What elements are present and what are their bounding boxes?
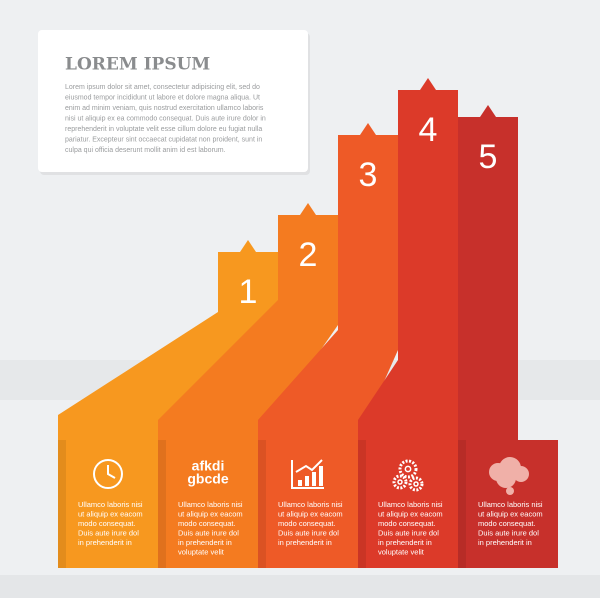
column-number: 1 xyxy=(239,273,258,311)
column-text: voluptate velit xyxy=(178,547,225,556)
body-line: nisi ut aliquip ex ea commodo consequat.… xyxy=(65,115,266,122)
arrow-tip xyxy=(240,240,256,252)
column-text: ut aliquip ex eacom xyxy=(478,509,543,518)
column-number: 4 xyxy=(419,111,438,149)
column-text: Duis aute irure dol xyxy=(178,528,239,537)
column-number: 3 xyxy=(359,156,378,194)
icon-letters: gbcde xyxy=(187,471,228,487)
cloud-small xyxy=(506,487,514,495)
arrow-tip xyxy=(420,78,436,90)
column-text: Duis aute irure dol xyxy=(278,528,339,537)
body-line: eiusmod tempor incididunt ut labore et d… xyxy=(65,94,260,101)
cloud xyxy=(496,468,516,488)
column-text: modo consequat. xyxy=(178,519,236,528)
column-band xyxy=(158,215,338,568)
column-text: ut aliquip ex eacom xyxy=(78,509,143,518)
column-text: Ullamco laboris nisi xyxy=(478,500,543,509)
gear xyxy=(398,459,418,479)
column-text: Ullamco laboris nisi xyxy=(378,500,443,509)
cloud xyxy=(513,466,529,482)
column-text: in prehenderit in xyxy=(78,538,132,547)
column-text: modo consequat. xyxy=(378,519,436,528)
body-line: reprehenderit in voluptate velit esse ci… xyxy=(65,126,262,133)
body-line: Lorem ipsum dolor sit amet, consectetur … xyxy=(65,84,260,91)
column-text: modo consequat. xyxy=(478,519,536,528)
body-line: culpa qui officia deserunt mollit anim i… xyxy=(65,147,226,154)
arrow-tip xyxy=(480,105,496,117)
icon xyxy=(392,459,424,492)
text-card xyxy=(38,30,308,172)
title: LOREM IPSUM xyxy=(65,55,210,75)
column-band xyxy=(358,90,458,568)
panel-shade xyxy=(58,440,66,568)
clock-icon xyxy=(93,459,123,489)
icon-letters: afkdi xyxy=(192,458,225,474)
chart-arrow xyxy=(295,459,323,473)
column-text: modo consequat. xyxy=(78,519,136,528)
column-text: in prehenderit in xyxy=(278,538,332,547)
arrow-tip xyxy=(300,203,316,215)
column-number: 5 xyxy=(479,138,498,176)
chart-bar xyxy=(312,472,316,486)
icon xyxy=(93,459,123,489)
column-text: in prehenderit in xyxy=(178,538,232,547)
column-text: Ullamco laboris nisi xyxy=(278,500,343,509)
icon xyxy=(489,457,529,495)
panel-shade xyxy=(258,440,266,568)
column-number: 2 xyxy=(299,236,318,274)
gear-hole xyxy=(413,481,419,487)
column-text: ut aliquip ex eacom xyxy=(178,509,243,518)
icon xyxy=(291,459,324,489)
column-text: voluptate velit xyxy=(378,547,425,556)
gear-hole xyxy=(404,465,412,473)
panel-shade xyxy=(358,440,366,568)
column-text: ut aliquip ex eacom xyxy=(378,509,443,518)
column-band xyxy=(458,117,558,568)
panel-shade xyxy=(158,440,166,568)
column-text: Ullamco laboris nisi xyxy=(78,500,143,509)
body-line: pariatur. Excepteur sint occaecat cupida… xyxy=(65,136,262,143)
column-text: Duis aute irure dol xyxy=(378,528,439,537)
column-text: Duis aute irure dol xyxy=(478,528,539,537)
gear-hole xyxy=(397,479,403,485)
column-band xyxy=(258,135,398,568)
column-text: modo consequat. xyxy=(278,519,336,528)
chart-bar xyxy=(298,480,302,486)
body-text: Lorem ipsum dolor sit amet, consectetur … xyxy=(65,84,266,154)
arrow-tip xyxy=(360,123,376,135)
column-text: Ullamco laboris nisi xyxy=(178,500,243,509)
column-text: ut aliquip ex eacom xyxy=(278,509,343,518)
gear xyxy=(392,474,408,490)
chart-bar xyxy=(319,466,323,486)
gear xyxy=(408,476,424,492)
panel-shade xyxy=(458,440,466,568)
floor-bottom xyxy=(0,575,600,598)
column-text: Duis aute irure dol xyxy=(78,528,139,537)
body-line: enim ad minim veniam, quis nostrud exerc… xyxy=(65,105,264,112)
column-text: in prehenderit in xyxy=(378,538,432,547)
chart-bar xyxy=(305,476,309,486)
column-text: in prehenderit in xyxy=(478,538,532,547)
clock-hands xyxy=(107,465,116,479)
chart-axis xyxy=(291,460,324,489)
